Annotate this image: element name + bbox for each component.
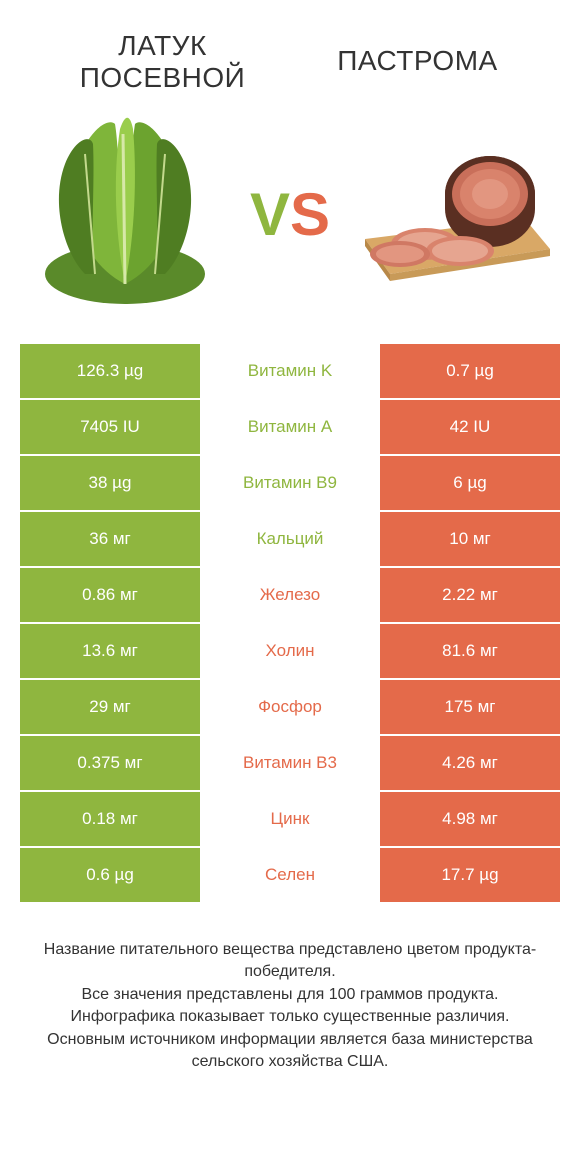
footnote: Название питательного вещества представл… — [0, 904, 580, 1073]
table-row: 38 µgВитамин B96 µg — [20, 456, 560, 512]
right-value-cell: 175 мг — [380, 680, 560, 736]
nutrient-name-cell: Витамин B3 — [200, 736, 380, 792]
footnote-line-1: Название питательного вещества представл… — [35, 939, 545, 984]
nutrient-name-cell: Железо — [200, 568, 380, 624]
right-value-cell: 4.26 мг — [380, 736, 560, 792]
nutrient-name-cell: Витамин A — [200, 400, 380, 456]
table-row: 0.86 мгЖелезо2.22 мг — [20, 568, 560, 624]
nutrient-name-cell: Витамин K — [200, 344, 380, 400]
header: ЛАТУК ПОСЕВНОЙ ПАСТРОМА — [0, 0, 580, 104]
right-value-cell: 81.6 мг — [380, 624, 560, 680]
comparison-table: 126.3 µgВитамин K0.7 µg7405 IUВитамин A4… — [20, 344, 560, 904]
nutrient-name-cell: Селен — [200, 848, 380, 904]
table-row: 0.6 µgСелен17.7 µg — [20, 848, 560, 904]
footnote-line-3: Инфографика показывает только существенн… — [35, 1006, 545, 1028]
left-value-cell: 126.3 µg — [20, 344, 200, 400]
footnote-line-4: Основным источником информации является … — [35, 1029, 545, 1074]
left-value-cell: 29 мг — [20, 680, 200, 736]
footnote-line-2: Все значения представлены для 100 граммо… — [35, 984, 545, 1006]
vs-row: VS — [0, 104, 580, 344]
right-value-cell: 6 µg — [380, 456, 560, 512]
vs-letter-s: S — [290, 181, 330, 248]
nutrient-name-cell: Холин — [200, 624, 380, 680]
left-food-title: ЛАТУК ПОСЕВНОЙ — [35, 30, 290, 94]
left-value-cell: 0.18 мг — [20, 792, 200, 848]
vs-label: VS — [250, 180, 330, 249]
nutrient-name-cell: Витамин B9 — [200, 456, 380, 512]
table-row: 13.6 мгХолин81.6 мг — [20, 624, 560, 680]
table-row: 7405 IUВитамин A42 IU — [20, 400, 560, 456]
nutrient-name-cell: Цинк — [200, 792, 380, 848]
table-row: 0.375 мгВитамин B34.26 мг — [20, 736, 560, 792]
left-value-cell: 36 мг — [20, 512, 200, 568]
table-row: 0.18 мгЦинк4.98 мг — [20, 792, 560, 848]
table-row: 126.3 µgВитамин K0.7 µg — [20, 344, 560, 400]
left-value-cell: 0.375 мг — [20, 736, 200, 792]
left-value-cell: 13.6 мг — [20, 624, 200, 680]
nutrient-name-cell: Фосфор — [200, 680, 380, 736]
lettuce-image — [25, 114, 225, 314]
right-value-cell: 2.22 мг — [380, 568, 560, 624]
right-value-cell: 17.7 µg — [380, 848, 560, 904]
pastrami-image — [355, 114, 555, 314]
right-value-cell: 42 IU — [380, 400, 560, 456]
left-value-cell: 38 µg — [20, 456, 200, 512]
left-value-cell: 0.6 µg — [20, 848, 200, 904]
right-food-title: ПАСТРОМА — [290, 30, 545, 77]
right-value-cell: 4.98 мг — [380, 792, 560, 848]
nutrient-name-cell: Кальций — [200, 512, 380, 568]
right-value-cell: 0.7 µg — [380, 344, 560, 400]
right-value-cell: 10 мг — [380, 512, 560, 568]
left-value-cell: 0.86 мг — [20, 568, 200, 624]
vs-letter-v: V — [250, 181, 290, 248]
table-row: 29 мгФосфор175 мг — [20, 680, 560, 736]
left-value-cell: 7405 IU — [20, 400, 200, 456]
table-row: 36 мгКальций10 мг — [20, 512, 560, 568]
